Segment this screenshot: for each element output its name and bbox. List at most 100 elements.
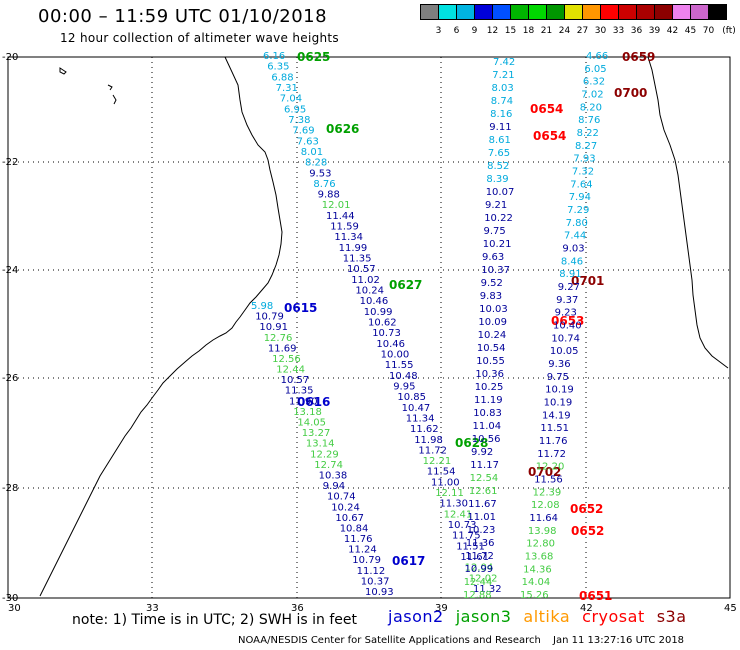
wave-height-value: 7.38 [288,115,310,126]
latitude-label: -30 [2,593,18,604]
wave-height-value: 7.63 [297,136,319,147]
wave-height-value: 11.36 [466,538,495,549]
satellite-legend-item: jason2 [388,607,444,626]
wave-height-value: 15.26 [520,590,549,601]
wave-height-value: 13.98 [528,526,557,537]
coastline-island [59,67,67,75]
pass-label: 0659 [622,50,655,64]
scale-label: 45 [684,26,697,36]
map-title: 00:00 – 11:59 UTC 01/10/2018 [38,6,328,27]
scale-label: 30 [594,26,607,36]
wave-height-value: 11.72 [537,449,566,460]
wave-height-value: 9.53 [309,168,331,179]
wave-height-value: 14.05 [297,418,326,429]
wave-height-value: 7.69 [292,126,314,137]
wave-height-value: 9.75 [484,226,506,237]
wave-height-value: 7.21 [492,70,514,81]
wave-height-value: 10.99 [465,564,494,575]
wave-height-value: 8.28 [305,158,327,169]
wave-height-value: 11.34 [334,232,363,243]
wave-height-value: 12.74 [314,460,343,471]
scale-unit-label: (ft) [722,26,736,36]
wave-height-value: 12.44 [464,577,493,588]
credit-line: NOAA/NESDIS Center for Satellite Applica… [238,635,541,646]
wave-height-value: 8.03 [492,83,514,94]
wave-height-value: 7.65 [488,148,510,159]
longitude-label: 39 [435,603,448,614]
longitude-label: 33 [146,603,159,614]
coastline-detail [107,84,117,105]
wave-height-value: 10.07 [486,187,515,198]
wave-height-value: 11.00 [431,477,460,488]
wave-height-value: 9.83 [480,291,502,302]
wave-height-value: 8.01 [301,147,323,158]
pass-label: 0701 [571,274,604,288]
wave-height-value: 10.48 [389,371,418,382]
wave-height-value: 10.47 [402,403,431,414]
scale-label: 21 [540,26,553,36]
wave-height-value: 7.42 [493,57,515,68]
wave-height-value: 11.34 [406,413,435,424]
latitude-label: -28 [2,483,18,494]
wave-height-value: 9.03 [562,244,584,255]
wave-height-value: 8.39 [486,174,508,185]
wave-height-value: 11.76 [539,436,568,447]
wave-height-value: 12.08 [531,500,560,511]
scale-label: 39 [648,26,661,36]
wave-height-value: 12.61 [469,486,498,497]
wave-height-value: 13.18 [293,407,322,418]
wave-height-value: 9.37 [556,295,578,306]
pass-label: 0652 [570,502,603,516]
pass-label: 0627 [389,278,422,292]
wave-height-value: 11.32 [473,584,502,595]
scale-label: 24 [558,26,571,36]
wave-height-value: 10.91 [259,322,288,333]
wave-height-value: 7.32 [572,167,594,178]
wave-height-value: 11.51 [540,423,569,434]
satellite-legend-item: s3a [656,607,687,626]
wave-height-value: 6.16 [263,51,285,62]
wave-height-value: 12.04 [465,563,494,574]
pass-label: 0628 [455,436,488,450]
wave-height-value: 10.62 [368,318,397,329]
wave-height-value: 12.11 [435,488,464,499]
wave-height-value: 9.88 [318,190,340,201]
wave-height-value: 12.80 [526,539,555,550]
scale-label: 36 [630,26,643,36]
map-subtitle: 12 hour collection of altimeter wave hei… [60,31,339,45]
wave-height-value: 6.88 [271,72,293,83]
wave-height-value: 7.80 [566,218,588,229]
wave-height-value: 11.02 [351,275,380,286]
axis-labels: 30 33 36 39 42 45 -20 -22 -24 -26 -28 -30 [2,52,737,614]
coastline-africa [39,56,283,597]
wave-height-value: 11.51 [456,541,485,552]
wave-height-value: 10.09 [478,317,507,328]
wave-height-value: 6.32 [583,77,605,88]
scale-swatch [708,4,727,20]
wave-height-value: 10.74 [327,492,356,503]
latitude-label: -22 [2,157,18,168]
wave-height-value: 11.90 [289,396,318,407]
wave-height-value: 12.21 [423,456,452,467]
wave-height-value: 11.99 [339,243,368,254]
wave-height-value: 6.95 [284,104,306,115]
wave-height-value: 10.23 [467,525,496,536]
wave-height-value: 10.55 [476,356,505,367]
wave-height-value: 11.55 [385,360,414,371]
scale-label: 42 [666,26,679,36]
latitude-label: -20 [2,52,18,63]
wave-height-value: 10.40 [553,321,582,332]
generation-timestamp: Jan 11 13:27:16 UTC 2018 [553,635,685,646]
wave-height-value: 6.05 [584,64,606,75]
wave-height-value: 7.29 [567,205,589,216]
wave-height-value: 11.62 [410,424,439,435]
wave-height-value: 9.95 [393,382,415,393]
wave-height-value: 9.11 [489,122,511,133]
wave-height-value: 10.67 [335,513,364,524]
wave-height-value: 10.93 [365,587,394,598]
pass-label: 0654 [530,102,563,116]
longitude-label: 45 [724,603,737,614]
wave-height-value: 10.74 [551,333,580,344]
wave-height-value: 10.79 [255,312,284,323]
wave-height-value: 7.94 [569,192,591,203]
